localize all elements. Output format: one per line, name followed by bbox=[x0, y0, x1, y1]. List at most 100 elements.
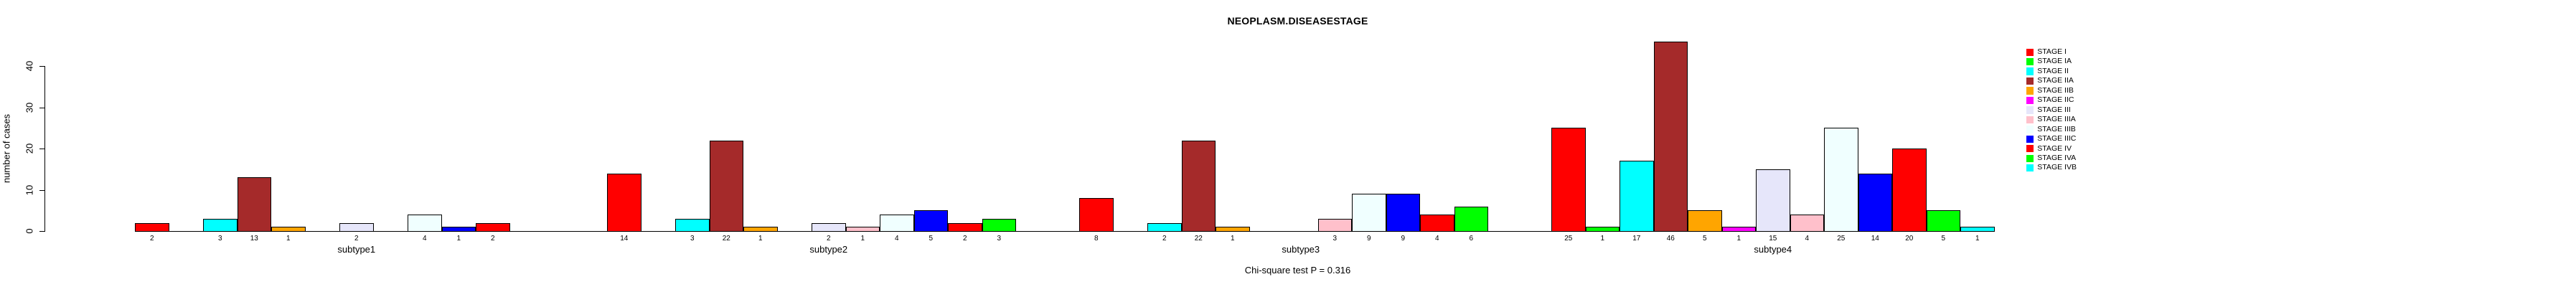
bar-value-label: 22 bbox=[722, 235, 730, 243]
bar-value-label: 17 bbox=[1632, 235, 1641, 243]
bar-subtype3-stage-iiia bbox=[1317, 218, 1352, 232]
bar-value-label: 5 bbox=[1702, 235, 1707, 243]
legend-label: STAGE I bbox=[2037, 47, 2067, 56]
bar-subtype2-stage-iii bbox=[812, 222, 846, 232]
legend-label: STAGE IA bbox=[2037, 57, 2072, 66]
bar-value-label: 1 bbox=[1230, 235, 1235, 243]
bar-subtype3-stage-ii bbox=[1147, 222, 1182, 232]
legend-swatch bbox=[2026, 164, 2034, 172]
legend-label: STAGE III bbox=[2037, 105, 2071, 114]
y-axis-tick bbox=[39, 66, 44, 67]
legend-swatch bbox=[2026, 67, 2034, 75]
legend-swatch bbox=[2026, 77, 2034, 85]
y-axis-tick bbox=[39, 189, 44, 191]
bar-value-label: 2 bbox=[354, 235, 359, 243]
legend-item: STAGE IIIB bbox=[2026, 125, 2077, 134]
bar-subtype4-stage-i bbox=[1551, 128, 1586, 232]
legend-item: STAGE IIC bbox=[2026, 95, 2077, 105]
bar-value-label: 13 bbox=[250, 235, 258, 243]
legend-item: STAGE I bbox=[2026, 47, 2077, 57]
bar-value-label: 1 bbox=[1736, 235, 1741, 243]
bar-subtype1-stage-iia bbox=[237, 177, 271, 232]
bar-subtype3-stage-iiib bbox=[1352, 194, 1386, 232]
bar-value-label: 2 bbox=[149, 235, 154, 243]
bar-value-label: 4 bbox=[422, 235, 427, 243]
bar-value-label: 9 bbox=[1401, 235, 1406, 243]
legend-item: STAGE IIIC bbox=[2026, 134, 2077, 144]
bar-value-label: 2 bbox=[490, 235, 495, 243]
x-category-label: subtype1 bbox=[337, 244, 376, 255]
bar-subtype2-stage-ii bbox=[675, 218, 710, 232]
bar-value-label: 25 bbox=[1837, 235, 1846, 243]
bar-value-label: 4 bbox=[1805, 235, 1810, 243]
y-axis-tick-label: 10 bbox=[24, 184, 35, 195]
bar-value-label: 1 bbox=[860, 235, 865, 243]
bar-subtype2-stage-i bbox=[607, 173, 641, 232]
legend-swatch bbox=[2026, 135, 2034, 143]
bar-subtype4-stage-iib bbox=[1688, 210, 1722, 232]
bar-subtype2-stage-iib bbox=[743, 227, 778, 232]
bar-value-label: 22 bbox=[1194, 235, 1203, 243]
legend-swatch bbox=[2026, 126, 2034, 133]
bar-value-label: 1 bbox=[1600, 235, 1605, 243]
y-axis-tick-label: 40 bbox=[24, 60, 35, 72]
bar-subtype2-stage-iiia bbox=[845, 227, 880, 232]
bar-subtype3-stage-iv bbox=[1420, 215, 1454, 232]
legend-label: STAGE IIC bbox=[2037, 95, 2074, 105]
legend-swatch bbox=[2026, 48, 2034, 56]
legend-item: STAGE IIB bbox=[2026, 86, 2077, 95]
legend-item: STAGE IVA bbox=[2026, 154, 2077, 163]
legend-item: STAGE IV bbox=[2026, 144, 2077, 154]
bar-subtype3-stage-iiic bbox=[1386, 194, 1420, 232]
y-axis-line bbox=[44, 66, 45, 232]
legend-label: STAGE II bbox=[2037, 66, 2069, 75]
bar-subtype1-stage-iii bbox=[339, 222, 374, 232]
bar-subtype4-stage-iii bbox=[1756, 169, 1790, 232]
chi-square-annotation: Chi-square test P = 0.316 bbox=[1244, 265, 1351, 276]
bar-value-label: 1 bbox=[456, 235, 461, 243]
bar-value-label: 6 bbox=[1469, 235, 1474, 243]
bar-value-label: 3 bbox=[1332, 235, 1338, 243]
bar-value-label: 20 bbox=[1905, 235, 1914, 243]
bar-subtype1-stage-iiic bbox=[441, 227, 476, 232]
bar-subtype4-stage-iic bbox=[1721, 227, 1756, 232]
y-axis-tick bbox=[39, 231, 44, 232]
legend-item: STAGE IIIA bbox=[2026, 115, 2077, 124]
bar-subtype2-stage-iva bbox=[982, 218, 1016, 232]
bar-value-label: 4 bbox=[1434, 235, 1439, 243]
bar-value-label: 9 bbox=[1366, 235, 1371, 243]
bar-value-label: 15 bbox=[1769, 235, 1777, 243]
bar-value-label: 3 bbox=[690, 235, 695, 243]
bar-subtype4-stage-ii bbox=[1620, 161, 1654, 232]
bar-value-label: 5 bbox=[929, 235, 934, 243]
bar-subtype4-stage-iiia bbox=[1790, 215, 1824, 232]
legend: STAGE I STAGE IA STAGE II STAGE IIA STAGE II… bbox=[2026, 47, 2077, 173]
legend-label: STAGE IVB bbox=[2037, 163, 2077, 172]
bar-subtype4-stage-ivb bbox=[1960, 227, 1995, 232]
bar-value-label: 1 bbox=[1975, 235, 1980, 243]
legend-label: STAGE IV bbox=[2037, 144, 2072, 153]
bar-subtype4-stage-iv bbox=[1892, 149, 1927, 232]
legend-label: STAGE IIIA bbox=[2037, 115, 2076, 124]
bar-value-label: 5 bbox=[1941, 235, 1946, 243]
legend-swatch bbox=[2026, 96, 2034, 105]
bar-value-label: 25 bbox=[1564, 235, 1573, 243]
legend-swatch bbox=[2026, 87, 2034, 95]
bar-subtype3-stage-iib bbox=[1216, 227, 1250, 232]
x-category-label: subtype2 bbox=[809, 244, 848, 255]
legend-swatch bbox=[2026, 116, 2034, 124]
legend-label: STAGE IIA bbox=[2037, 76, 2074, 85]
bar-subtype1-stage-iiib bbox=[408, 215, 442, 232]
bar-value-label: 1 bbox=[758, 235, 763, 243]
y-axis-title: number of cases bbox=[1, 113, 12, 184]
bar-value-label: 2 bbox=[962, 235, 967, 243]
bar-subtype3-stage-iva bbox=[1454, 206, 1488, 232]
x-baseline bbox=[135, 231, 1995, 232]
bar-value-label: 14 bbox=[620, 235, 629, 243]
bar-subtype1-stage-iv bbox=[476, 222, 510, 232]
bar-subtype4-stage-ia bbox=[1585, 227, 1620, 232]
bar-value-label: 46 bbox=[1666, 235, 1675, 243]
bar-subtype1-stage-iib bbox=[271, 227, 306, 232]
legend-swatch bbox=[2026, 154, 2034, 162]
legend-item: STAGE IVB bbox=[2026, 163, 2077, 172]
